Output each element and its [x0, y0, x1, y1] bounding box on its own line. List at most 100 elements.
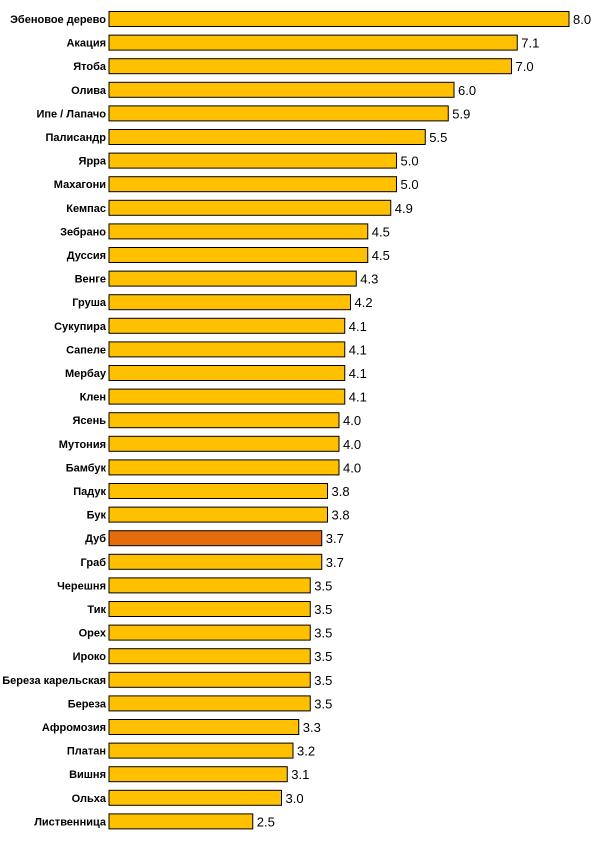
bar-14 [108, 341, 346, 358]
value-label-22: 3.7 [326, 531, 344, 546]
bar-29 [108, 695, 311, 712]
bar-27 [108, 648, 311, 665]
category-label-18: Мутония [59, 439, 106, 451]
category-label-1: Акация [66, 38, 106, 50]
category-label-26: Орех [79, 628, 107, 640]
bar-9 [108, 223, 369, 240]
category-label-19: Бамбук [66, 462, 107, 474]
category-label-14: Сапеле [66, 344, 106, 356]
bar-1 [108, 34, 518, 51]
bar-4 [108, 105, 449, 122]
value-label-11: 4.3 [360, 272, 378, 287]
value-label-26: 3.5 [314, 626, 332, 641]
value-label-12: 4.2 [355, 295, 373, 310]
bar-23 [108, 553, 323, 570]
category-label-15: Мербау [65, 368, 107, 380]
bar-18 [108, 435, 340, 452]
category-label-21: Бук [87, 510, 107, 522]
value-label-15: 4.1 [349, 366, 367, 381]
bar-25 [108, 601, 311, 617]
bar-24 [108, 577, 311, 594]
category-label-11: Венге [75, 274, 106, 286]
value-label-17: 4.0 [343, 413, 361, 428]
value-label-8: 4.9 [395, 201, 413, 216]
bar-20 [108, 483, 328, 499]
category-label-34: Лиственница [34, 816, 107, 828]
category-label-3: Олива [71, 85, 107, 97]
category-label-33: Ольха [72, 793, 107, 805]
value-label-30: 3.3 [303, 720, 321, 735]
category-label-10: Дуссия [67, 250, 106, 262]
bar-34 [108, 813, 254, 830]
value-label-10: 4.5 [372, 248, 390, 263]
value-label-1: 7.1 [521, 36, 539, 51]
bar-0 [108, 11, 570, 27]
value-label-16: 4.1 [349, 390, 367, 405]
category-label-27: Ироко [73, 651, 107, 663]
category-label-29: Береза [68, 698, 107, 710]
category-label-4: Ипе / Лапачо [36, 108, 106, 120]
category-label-7: Махагони [54, 179, 106, 191]
value-label-34: 2.5 [257, 814, 275, 829]
value-label-9: 4.5 [372, 224, 390, 239]
value-label-23: 3.7 [326, 555, 344, 570]
value-label-6: 5.0 [401, 154, 419, 169]
bars [108, 11, 570, 830]
category-label-16: Клен [80, 392, 106, 404]
bar-3 [108, 81, 455, 98]
value-label-2: 7.0 [516, 59, 534, 74]
value-label-20: 3.8 [332, 484, 350, 499]
category-label-24: Черешня [57, 580, 106, 592]
bar-17 [108, 412, 340, 429]
value-label-4: 5.9 [452, 106, 470, 121]
value-label-13: 4.1 [349, 319, 367, 334]
value-label-5: 5.5 [429, 130, 447, 145]
value-label-32: 3.1 [291, 767, 309, 782]
bar-19 [108, 459, 340, 476]
value-label-19: 4.0 [343, 460, 361, 475]
bar-21 [108, 506, 328, 523]
category-label-17: Ясень [72, 415, 106, 427]
category-label-32: Вишня [69, 769, 106, 781]
value-label-25: 3.5 [314, 602, 332, 617]
value-label-29: 3.5 [314, 696, 332, 711]
value-label-33: 3.0 [286, 791, 304, 806]
category-label-13: Сукупира [54, 321, 107, 333]
category-label-23: Граб [81, 557, 107, 569]
value-label-14: 4.1 [349, 342, 367, 357]
value-labels: 8.0 7.1 7.0 6.0 5.9 5.5 5.0 5.0 4.9 4.5 4.5 4.3 4.2 4… [257, 12, 591, 829]
category-label-2: Ятоба [73, 61, 107, 73]
category-label-31: Платан [67, 746, 106, 758]
category-labels: Эбеновое дерево Акация Ятоба Олива Ипе / Лап… [2, 14, 107, 828]
category-label-25: Тик [87, 604, 106, 616]
bar-28 [108, 671, 311, 688]
bar-10 [108, 247, 369, 263]
bar-11 [108, 270, 357, 287]
value-label-21: 3.8 [332, 508, 350, 523]
category-label-6: Ярра [79, 156, 107, 168]
category-label-9: Зебрано [60, 226, 106, 238]
category-label-0: Эбеновое дерево [10, 14, 106, 26]
category-label-28: Береза карельская [2, 675, 106, 687]
bar-16 [108, 388, 346, 405]
category-label-8: Кемпас [66, 203, 106, 215]
value-label-7: 5.0 [401, 177, 419, 192]
value-label-31: 3.2 [297, 744, 315, 759]
bar-7 [108, 176, 397, 193]
value-label-24: 3.5 [314, 578, 332, 593]
value-label-18: 4.0 [343, 437, 361, 452]
bar-22 [108, 530, 323, 547]
category-label-22: Дуб [85, 533, 106, 545]
bar-2 [108, 58, 512, 75]
bar-5 [108, 129, 426, 145]
bar-32 [108, 766, 288, 783]
category-label-5: Палисандр [46, 132, 107, 144]
bar-15 [108, 365, 346, 381]
bar-30 [108, 719, 300, 735]
bar-12 [108, 294, 351, 311]
bar-31 [108, 742, 294, 759]
value-label-27: 3.5 [314, 649, 332, 664]
category-label-30: Афромозия [42, 722, 106, 734]
category-label-12: Груша [72, 297, 107, 309]
